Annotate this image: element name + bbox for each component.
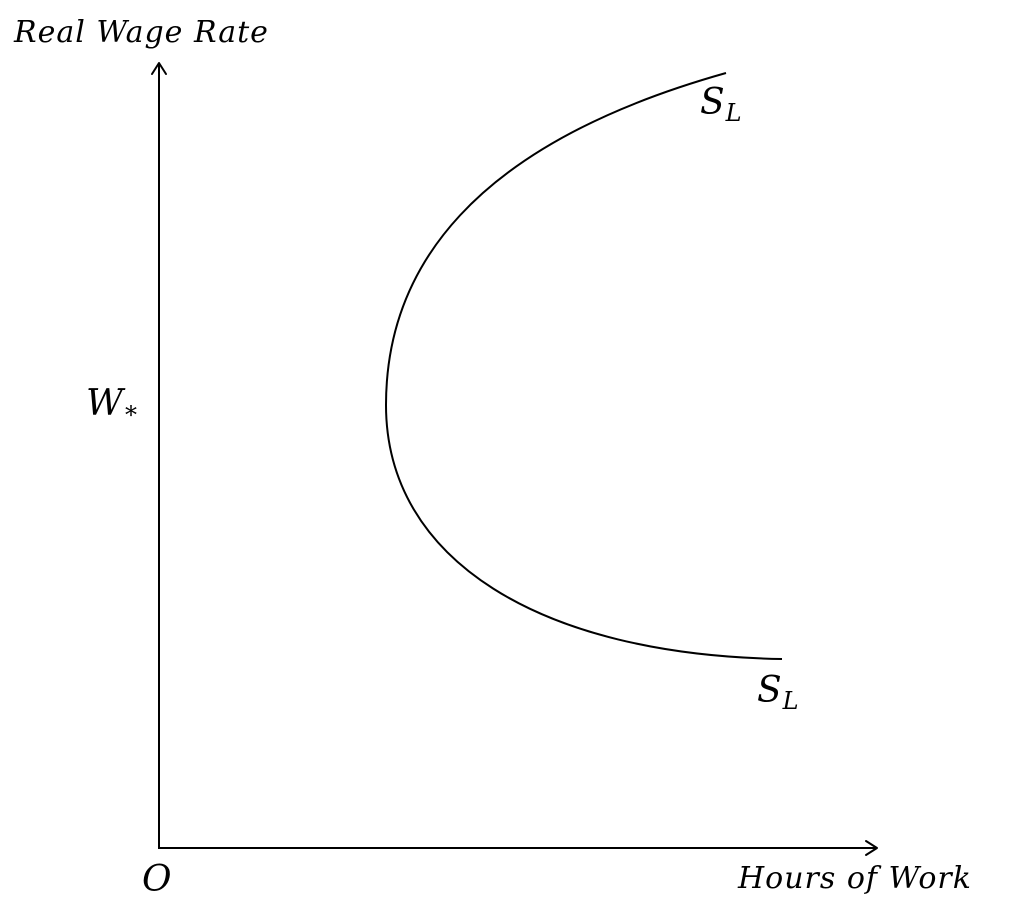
y-axis-arrowhead	[151, 62, 167, 75]
wage-level-subscript: *	[125, 401, 137, 429]
curve-label-upper-symbol: S	[700, 82, 725, 123]
labor-supply-curve	[384, 72, 783, 660]
x-axis-label: Hours of Work	[737, 861, 972, 896]
y-axis-label: Real Wage Rate	[13, 15, 269, 50]
curve-label-lower: SL	[757, 670, 799, 715]
curve-label-lower-symbol: S	[757, 670, 782, 711]
x-axis-arrowhead	[865, 840, 878, 856]
curve-label-lower-subscript: L	[782, 687, 799, 715]
curve-label-upper-subscript: L	[725, 99, 742, 127]
curve-label-upper: SL	[700, 82, 742, 127]
wage-level-symbol: W	[86, 383, 126, 424]
wage-level-label: W*	[86, 383, 137, 429]
origin-label: O	[142, 859, 172, 900]
